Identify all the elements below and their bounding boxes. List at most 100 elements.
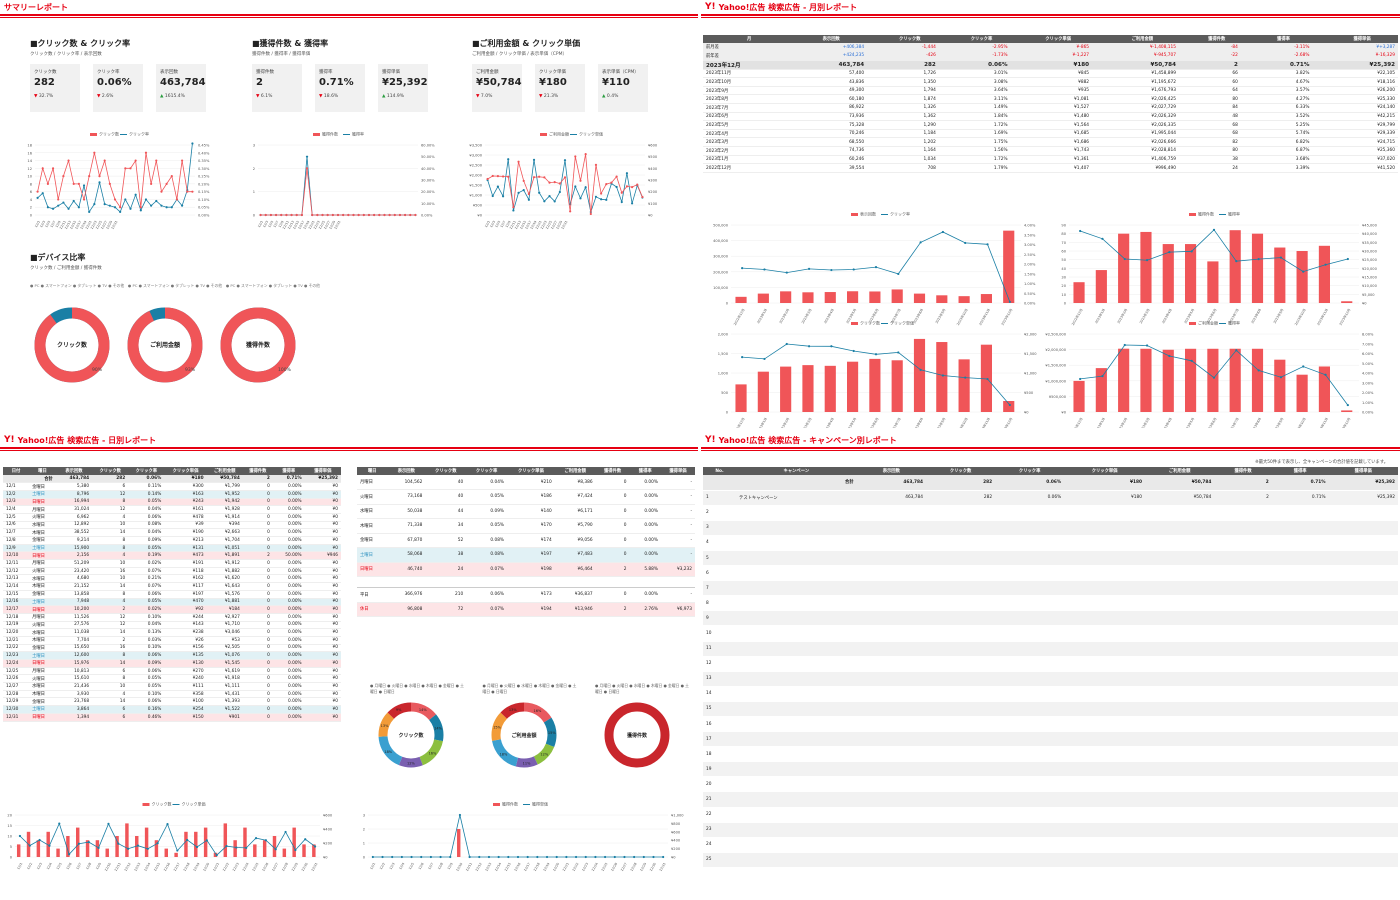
tick-label: 15: [7, 824, 12, 828]
column-header: クリック数: [92, 467, 129, 475]
tick-label: ¥0: [1362, 302, 1367, 306]
data-point: [558, 190, 561, 194]
data-point: [874, 353, 878, 356]
table-cell: 0.05%: [466, 489, 508, 505]
table-cell: [1271, 807, 1329, 823]
data-point: [342, 213, 345, 217]
data-point: [429, 855, 433, 859]
tick-label: 2023年12月: [1338, 308, 1352, 327]
table-cell: 50.00%: [272, 551, 305, 561]
data-point: [129, 207, 132, 210]
tick-label: 90: [1061, 224, 1066, 228]
table-cell: [1144, 505, 1215, 521]
table-cell: 9: [703, 610, 737, 627]
legend-label: クリック単価: [579, 131, 603, 137]
table-cell: [1271, 656, 1329, 672]
tick-label: 12/19: [542, 862, 550, 872]
tick-label: 2023年4月: [822, 308, 835, 325]
table-cell: [1214, 580, 1272, 597]
data-point: [565, 855, 568, 859]
table-cell: [995, 505, 1065, 521]
tick-label: 12/27: [100, 220, 108, 230]
bar: [115, 836, 119, 857]
table-cell: ¥0: [304, 513, 341, 522]
tick-label: 12/11: [465, 862, 473, 872]
bar: [1185, 244, 1197, 303]
bar: [757, 293, 769, 303]
table-row: 12/7 木曜日 38,552 14 0.04% ¥190 ¥2,663 0 0.00% ¥0: [3, 528, 341, 537]
tick-label: 10: [1061, 293, 1066, 297]
table-cell: 12: [703, 656, 737, 672]
table-cell: 80: [1192, 94, 1241, 105]
table-cell: 0.00%: [272, 513, 305, 522]
table-cell: 12/26: [3, 674, 30, 684]
tick-label: ¥20,000: [1362, 267, 1378, 271]
data-point: [38, 838, 41, 842]
data-point: [119, 210, 122, 213]
campaign-report: Y! Yahoo!広告 検索広告 - キャンペーン別レポート ※最大50件まで表示…: [701, 433, 1400, 900]
table-cell: [856, 791, 926, 808]
table-cell: ¥50,784: [206, 475, 243, 484]
data-point: [1190, 250, 1193, 253]
table-cell: 0.00%: [629, 533, 661, 548]
table-cell: -2.95%: [952, 43, 1011, 53]
table-cell: 6: [92, 482, 129, 491]
table-cell: [938, 129, 953, 139]
table-cell: [1064, 656, 1145, 672]
donut-slice: [491, 702, 557, 768]
table-cell: 0: [242, 598, 273, 607]
tick-label: 500: [721, 391, 729, 395]
table-row: 2023年12月 463,784 282 0.06% ¥180 ¥50,784 2 0.71%…: [703, 60, 1398, 70]
table-cell: [1328, 807, 1398, 823]
table-cell: ¥358: [164, 690, 207, 699]
tick-label: 12/19: [79, 220, 87, 230]
tick-label: 5.00%: [1362, 362, 1374, 366]
donut-label: ご利用金額: [511, 732, 536, 739]
table-cell: 0.00%: [272, 621, 305, 630]
kpi-section-cost: ■ご利用金額 & クリック単価 ご利用金額 / クリック単価 / 表示単価（CP…: [472, 38, 682, 57]
table-cell: ¥0: [304, 498, 341, 507]
bar: [1229, 348, 1241, 412]
table-cell: ¥935: [1024, 86, 1093, 96]
table-cell: 0.06%: [128, 667, 165, 676]
arrow-down-icon: ▼: [539, 94, 543, 99]
bar: [312, 844, 316, 857]
tick-label: 2: [30, 206, 32, 210]
data-point: [331, 213, 334, 217]
donut-pct-label: 15%: [548, 731, 556, 735]
tick-label: 0.00%: [421, 214, 433, 218]
tick-label: 12/27: [271, 862, 279, 872]
tick-label: 2023年2月: [778, 308, 791, 325]
column-header: クリック率: [995, 467, 1065, 475]
table-cell: 0: [242, 697, 273, 707]
column-header: 日付: [3, 467, 30, 475]
chart-group: ご利用金額 クリック単価¥0¥500¥1,000¥1,500¥2,000¥2,50…: [469, 131, 657, 230]
bar: [891, 289, 903, 303]
table-cell: [1144, 565, 1215, 582]
tick-label: 12/21: [212, 862, 220, 872]
bar: [282, 848, 287, 857]
table-cell: ¥180: [1064, 475, 1145, 491]
data-point: [986, 377, 989, 381]
table-cell: 14: [92, 528, 129, 537]
table-cell: 水曜日: [29, 521, 56, 530]
table-cell: 210: [425, 587, 467, 603]
table-cell: 日曜日: [29, 551, 56, 561]
data-point: [964, 241, 967, 245]
table-cell: 44: [425, 504, 467, 519]
table-cell: 0.00%: [272, 590, 305, 599]
table-cell: [1214, 686, 1272, 702]
data-point: [180, 159, 184, 162]
tick-label: 2023年7月: [889, 417, 902, 429]
tick-label: ¥25,000: [1362, 258, 1378, 262]
data-point: [610, 181, 613, 184]
tick-label: 2023年8月: [911, 417, 924, 429]
table-cell: 12/31: [3, 713, 30, 722]
tick-label: 2023年3月: [1138, 308, 1151, 325]
data-point: [336, 213, 340, 217]
data-point: [72, 199, 75, 203]
table-cell: ¥0: [304, 490, 341, 499]
data-point: [362, 213, 365, 217]
data-point: [620, 191, 623, 194]
data-point: [170, 206, 173, 209]
